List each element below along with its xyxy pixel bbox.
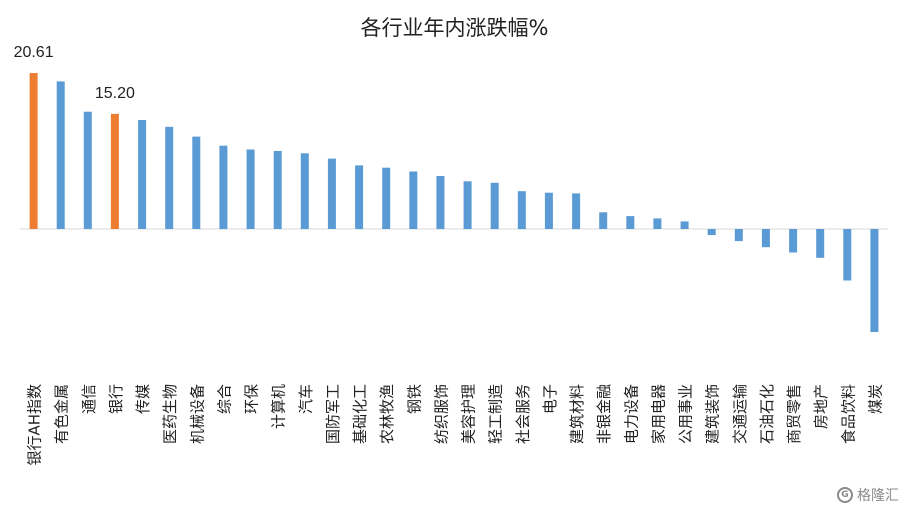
bar-美容护理 [463, 181, 472, 229]
x-tick-label: 银行AH指数 [26, 384, 44, 466]
bar-传媒 [138, 120, 147, 229]
x-tick-label: 纺织服饰 [432, 384, 450, 444]
bar-石油石化 [761, 229, 770, 248]
x-tick-label: 通信 [80, 384, 98, 414]
bar-银行 [110, 113, 119, 229]
bar-纺织服饰 [436, 176, 445, 229]
bar-机械设备 [192, 136, 201, 229]
bar-建筑材料 [572, 193, 581, 229]
bar-建筑装饰 [707, 229, 716, 236]
bar-有色金属 [56, 81, 65, 230]
x-tick-label: 非银金融 [595, 384, 613, 444]
bar-商贸零售 [789, 229, 798, 253]
x-tick-label: 医药生物 [161, 384, 179, 444]
x-tick-label: 商贸零售 [785, 384, 803, 444]
bar-国防军工 [327, 158, 336, 229]
x-tick-label: 房地产 [812, 384, 830, 429]
bar-基础化工 [355, 165, 364, 229]
x-tick-label: 钢铁 [405, 384, 423, 414]
watermark-text: 格隆汇 [857, 488, 899, 504]
x-tick-label: 美容护理 [460, 384, 478, 444]
chart-title: 各行业年内涨跌幅% [360, 16, 549, 40]
x-tick-label: 家用电器 [649, 384, 667, 444]
bar-社会服务 [517, 191, 526, 230]
bar-公用事业 [680, 221, 689, 229]
x-tick-label: 轻工制造 [487, 384, 505, 444]
bar-汽车 [300, 153, 309, 229]
gelonghui-logo-icon: G [837, 487, 853, 503]
x-tick-label: 计算机 [270, 384, 288, 429]
x-tick-label: 传媒 [134, 384, 152, 414]
x-tick-label: 石油石化 [758, 384, 776, 444]
x-tick-label: 建筑材料 [568, 384, 586, 444]
bar-通信 [83, 111, 92, 229]
bar-轻工制造 [490, 182, 499, 229]
bar-银行AH指数 [29, 73, 38, 229]
bar-非银金融 [599, 212, 608, 229]
bar-钢铁 [409, 171, 418, 229]
bar-农林牧渔 [382, 167, 391, 229]
bar-电力设备 [626, 216, 635, 229]
x-tick-label: 建筑装饰 [704, 384, 722, 444]
data-label: 20.61 [14, 44, 54, 61]
data-label: 15.20 [95, 85, 135, 102]
x-tick-label: 社会服务 [514, 384, 532, 444]
bar-家用电器 [653, 218, 662, 229]
bar-电子 [544, 192, 553, 229]
x-tick-label: 综合 [215, 384, 233, 414]
watermark: G 格隆汇 [837, 485, 899, 505]
bar-交通运输 [734, 229, 743, 242]
x-tick-label: 交通运输 [731, 384, 749, 444]
bar-房地产 [816, 229, 825, 258]
x-tick-label: 公用事业 [677, 384, 695, 444]
x-tick-label: 电子 [541, 384, 559, 414]
bar-计算机 [273, 151, 282, 229]
x-tick-label: 银行 [107, 384, 125, 414]
x-tick-label: 电力设备 [622, 384, 640, 444]
x-tick-label: 环保 [243, 384, 261, 414]
x-tick-label: 农林牧渔 [378, 384, 396, 444]
bar-综合 [219, 145, 228, 229]
x-tick-label: 有色金属 [53, 384, 71, 444]
x-tick-label: 基础化工 [351, 384, 369, 444]
x-tick-label: 煤炭 [866, 384, 884, 414]
bar-煤炭 [870, 229, 879, 332]
x-tick-label: 食品饮料 [839, 384, 857, 444]
bar-食品饮料 [843, 229, 852, 281]
x-tick-label: 国防军工 [324, 384, 342, 444]
x-tick-label: 汽车 [297, 384, 315, 414]
bar-环保 [246, 149, 255, 229]
bar-医药生物 [165, 126, 174, 229]
x-tick-label: 机械设备 [188, 384, 206, 444]
